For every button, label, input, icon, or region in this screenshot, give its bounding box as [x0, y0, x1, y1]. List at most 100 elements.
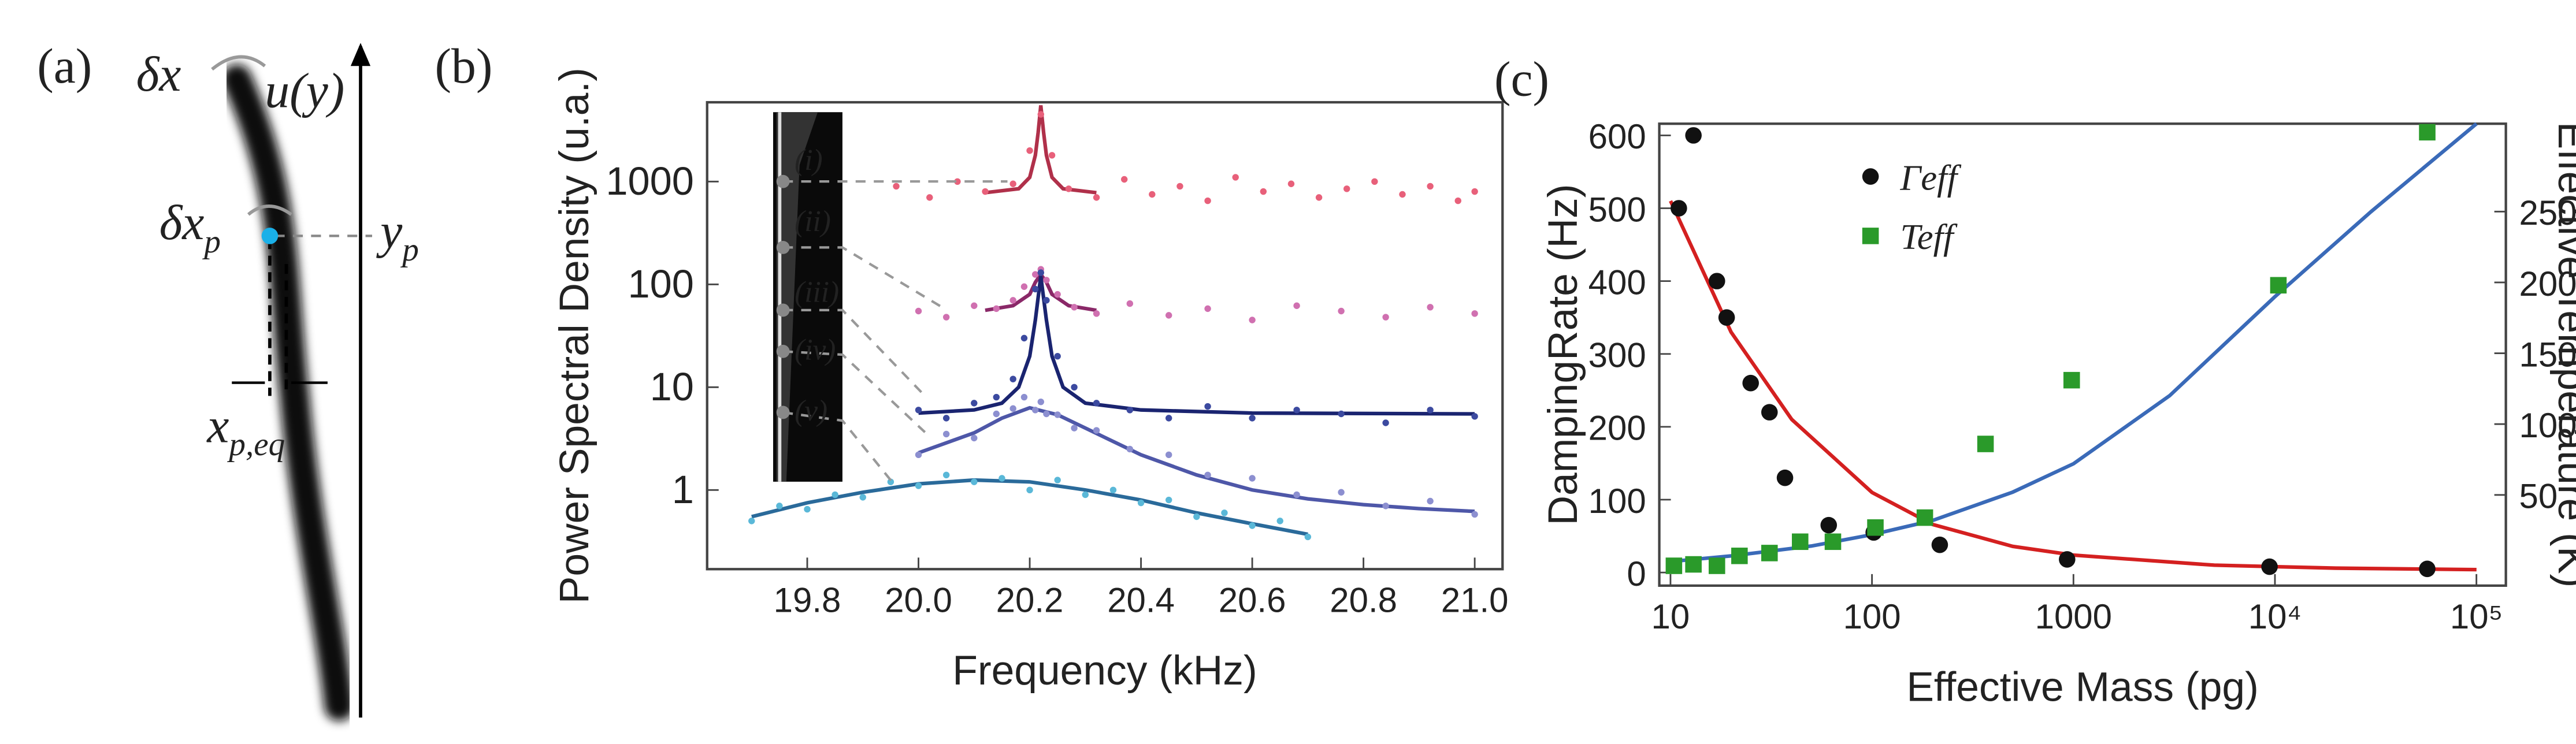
point	[1977, 436, 1994, 452]
point	[1054, 411, 1061, 418]
point	[1867, 519, 1884, 536]
base: x	[206, 398, 229, 453]
point	[1065, 185, 1072, 192]
y2-tick-label: 250	[2519, 194, 2576, 232]
point	[1193, 513, 1200, 520]
point	[915, 482, 922, 489]
probe-point	[261, 228, 279, 244]
point	[1093, 194, 1100, 201]
y-tick-label: 100	[1588, 482, 1646, 520]
point	[1471, 511, 1478, 518]
point	[1276, 518, 1283, 524]
y2-tick-label: 100	[2519, 406, 2576, 445]
point	[1165, 312, 1172, 319]
legend-label: Teff	[1901, 217, 1958, 257]
point	[1037, 398, 1045, 406]
y-tick-label: 600	[1588, 117, 1646, 156]
point	[1382, 314, 1389, 321]
inset-label: (v)	[795, 395, 827, 427]
point	[1037, 269, 1045, 276]
point	[1304, 533, 1312, 541]
label: δx	[136, 47, 181, 102]
point	[1382, 503, 1389, 509]
point	[1293, 407, 1300, 414]
label: xp,eq	[206, 398, 285, 463]
point	[776, 503, 783, 509]
panel-label: (a)	[37, 39, 92, 94]
y-tick-label: 300	[1588, 336, 1646, 375]
point	[1120, 176, 1128, 183]
point	[1020, 283, 1028, 290]
point	[832, 491, 838, 499]
point	[1293, 302, 1300, 309]
point	[1471, 413, 1478, 420]
label: δxp	[159, 195, 221, 260]
point	[915, 407, 922, 414]
point	[1761, 404, 1778, 421]
point	[1761, 545, 1778, 561]
point	[1718, 309, 1735, 326]
sub: p	[400, 232, 419, 268]
inset-leaders	[782, 180, 1008, 483]
y2-tick-label: 150	[2519, 335, 2576, 374]
panel-label: (c)	[1494, 52, 1549, 107]
x-tick-label: 10⁵	[2450, 597, 2503, 636]
point	[1204, 471, 1211, 478]
point	[942, 415, 950, 422]
inset-dots	[776, 174, 790, 419]
point	[1820, 516, 1838, 534]
point	[1026, 486, 1033, 494]
inset-label: (i)	[795, 144, 823, 177]
inset: (i) (ii) (iii) (iv) (v)	[773, 112, 1008, 483]
point	[1427, 183, 1434, 190]
point	[971, 302, 978, 309]
point	[1338, 489, 1345, 496]
point	[1071, 425, 1078, 431]
point	[1204, 197, 1211, 204]
point	[1043, 277, 1050, 284]
x-tick-label: 1000	[2035, 597, 2112, 636]
point	[1454, 197, 1461, 204]
point	[971, 478, 978, 485]
point	[1260, 188, 1267, 195]
point	[1043, 410, 1050, 418]
point	[971, 400, 978, 407]
point	[1293, 491, 1300, 499]
motion-arrow	[211, 55, 266, 71]
x-tick-label: 10⁴	[2248, 597, 2302, 636]
point	[1048, 152, 1056, 159]
point	[1165, 451, 1172, 459]
point	[1471, 310, 1478, 317]
point	[942, 314, 950, 321]
point	[1054, 352, 1061, 360]
y-axis-label: DampingRate (Hz)	[1540, 184, 1586, 526]
label: u(y)	[265, 64, 344, 118]
point	[1315, 194, 1323, 201]
point	[1232, 174, 1239, 181]
inset-label: (iv)	[795, 334, 836, 367]
point	[1221, 509, 1228, 516]
point	[1399, 191, 1406, 198]
point	[2059, 551, 2076, 568]
y-tick-label: 1000	[606, 159, 693, 203]
point	[1287, 180, 1295, 187]
point	[1149, 191, 1156, 198]
point	[1427, 497, 1434, 505]
fit-line	[1670, 122, 2478, 564]
sub: p,eq	[227, 426, 285, 463]
point	[1685, 556, 1702, 573]
point	[1071, 304, 1078, 311]
point	[954, 178, 961, 185]
inset-beam	[776, 112, 818, 482]
beam	[222, 64, 354, 721]
fit-line	[918, 406, 1475, 514]
y2-tick-label: 50	[2519, 477, 2558, 516]
x-tick-label: 19.8	[774, 581, 841, 620]
point	[1249, 475, 1256, 482]
point	[859, 494, 866, 501]
motion-arrow	[247, 204, 292, 216]
charts: (b)19.8 20.0 20.2 20.4 20.6 20.8 21.0110100100…	[435, 39, 2576, 710]
x-tick-label: 20.4	[1107, 581, 1175, 620]
point	[1165, 415, 1172, 422]
